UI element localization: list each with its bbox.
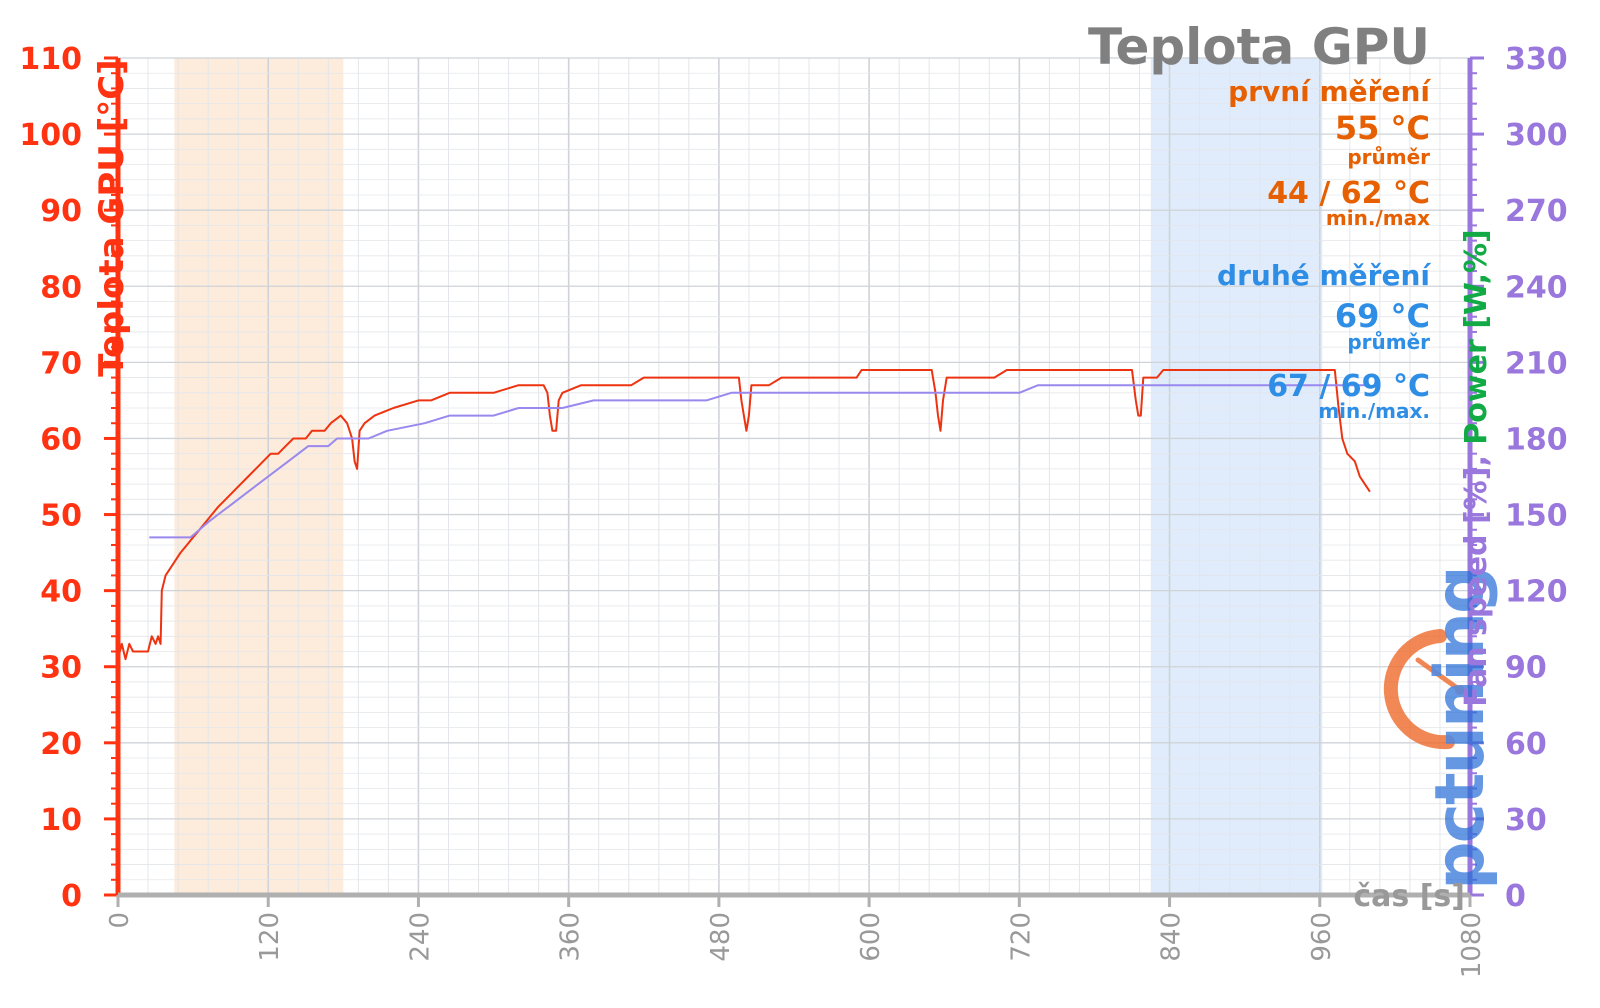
- y2-tick-label: 210: [1505, 346, 1568, 381]
- x-tick-label: 120: [255, 912, 285, 962]
- pctuning-logo: pctuning: [1383, 567, 1500, 890]
- x-tick-label: 600: [856, 912, 886, 962]
- y-tick-label: 0: [61, 879, 82, 914]
- legend-second-avg-label: průměr: [1347, 330, 1430, 354]
- axes: [104, 56, 1484, 907]
- y-tick-label: 40: [40, 575, 82, 610]
- legend-second: druhé měření 69 °C průměr 67 / 69 °C min…: [1217, 259, 1431, 423]
- legend-first-minmax-label: min./max: [1326, 206, 1430, 230]
- y2-axis-label: Fan speed [%], Power [W,%]: [1459, 229, 1494, 707]
- y2-tick-label: 90: [1505, 651, 1547, 686]
- y-tick-label: 110: [19, 42, 82, 77]
- y2-tick-label: 180: [1505, 422, 1568, 457]
- legend-second-avg: 69 °C: [1335, 297, 1430, 335]
- y-tick-label: 60: [40, 422, 82, 457]
- x-tick-label: 240: [405, 912, 435, 962]
- series-first-line: [117, 369, 1371, 661]
- y2-tick-label: 120: [1505, 575, 1568, 610]
- y-tick-label: 20: [40, 727, 82, 762]
- y-tick-label: 80: [40, 270, 82, 305]
- y2-tick-label: 60: [1505, 727, 1547, 762]
- data-series: [117, 369, 1371, 661]
- x-tick-label: 840: [1157, 912, 1187, 962]
- y2-tick-label: 150: [1505, 499, 1568, 534]
- x-tick-label: 960: [1307, 912, 1337, 962]
- band-1: [174, 58, 344, 895]
- y-tick-label: 50: [40, 499, 82, 534]
- tick-labels: 0 10 20 30 40 50 60 70 80 90 100 110 0 30 60 90 120 150 18…: [19, 42, 1567, 978]
- band-2: [1150, 58, 1323, 895]
- y-tick-label: 100: [19, 118, 82, 153]
- watermark-text: pctuning: [1421, 567, 1500, 890]
- legend-second-minmax: 67 / 69 °C: [1267, 369, 1430, 404]
- x-axis-label: čas [s]: [1353, 879, 1465, 914]
- x-tick-label: 1080: [1457, 912, 1487, 978]
- y-tick-label: 90: [40, 194, 82, 229]
- gauge-icon: [1383, 629, 1455, 750]
- legend-first-avg: 55 °C: [1335, 109, 1430, 147]
- gauge-pivot: [1455, 685, 1465, 695]
- y2-label-fan: Fan speed [%]: [1459, 467, 1494, 707]
- x-tick-label: 480: [706, 912, 736, 962]
- y-tick-label: 70: [40, 346, 82, 381]
- y2-tick-label: 270: [1505, 194, 1568, 229]
- highlight-bands: [174, 58, 1323, 895]
- legend-first-minmax: 44 / 62 °C: [1267, 176, 1430, 211]
- y2-tick-label: 330: [1505, 42, 1568, 77]
- y2-tick-label: 240: [1505, 270, 1568, 305]
- gauge-needle: [1415, 657, 1463, 693]
- y-tick-label: 10: [40, 803, 82, 838]
- legend-second-minmax-label: min./max.: [1318, 399, 1430, 423]
- series-second-line: [149, 384, 1370, 539]
- legend-first-title: první měření: [1228, 75, 1431, 108]
- y-axis-label: Teplota GPU [°C]: [92, 59, 132, 376]
- x-tick-label: 0: [105, 912, 135, 929]
- y2-label-unit: [W,%]: [1459, 229, 1494, 339]
- legend-first: první měření 55 °C průměr 44 / 62 °C min…: [1228, 75, 1431, 230]
- y2-tick-label: 0: [1505, 879, 1526, 914]
- chart-title: Teplota GPU: [1088, 18, 1430, 76]
- legend-first-avg-label: průměr: [1347, 145, 1430, 169]
- legend-second-title: druhé měření: [1217, 259, 1431, 292]
- x-tick-label: 720: [1006, 912, 1036, 962]
- y-tick-label: 30: [40, 651, 82, 686]
- y2-label-sep: ,: [1459, 445, 1494, 467]
- x-tick-label: 360: [556, 912, 586, 962]
- y2-label-power: Power: [1459, 339, 1494, 445]
- y2-tick-label: 30: [1505, 803, 1547, 838]
- y2-tick-label: 300: [1505, 118, 1568, 153]
